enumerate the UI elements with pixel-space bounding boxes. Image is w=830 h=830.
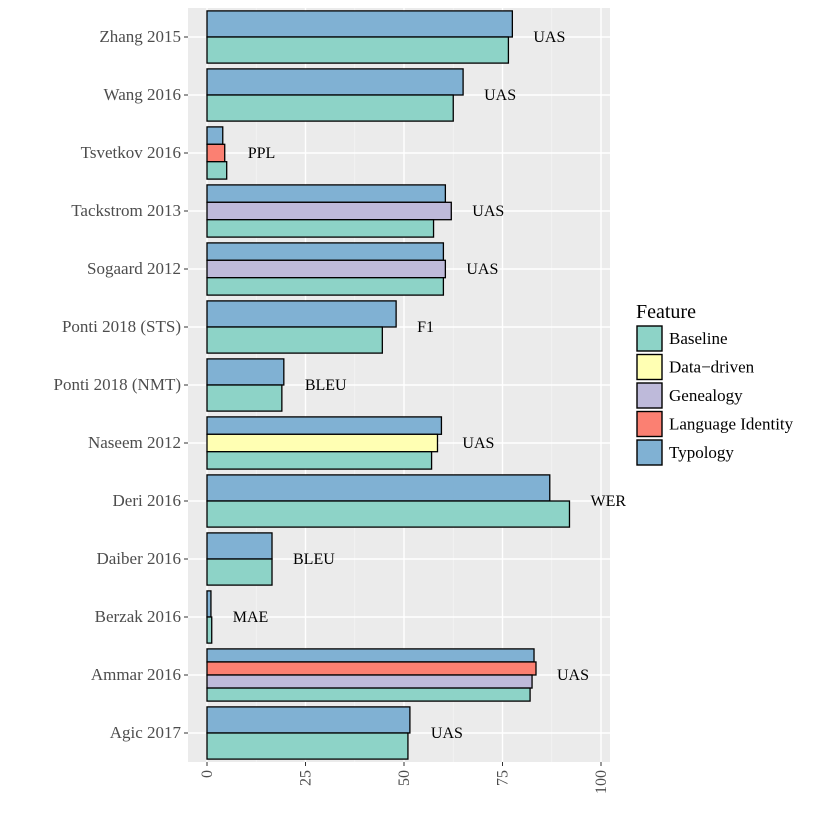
bar-genealogy (206, 201, 452, 221)
legend-key (636, 410, 663, 438)
bar-typology (206, 706, 411, 734)
bar-baseline (206, 500, 571, 528)
x-tick-label: 75 (495, 770, 512, 786)
bar-baseline (206, 558, 273, 586)
bar-typology (206, 10, 514, 38)
metric-label: BLEU (293, 551, 335, 568)
legend-key (636, 353, 663, 381)
bar-typology (206, 590, 212, 618)
metric-label: UAS (533, 29, 565, 46)
bar-baseline (206, 384, 283, 412)
legend-label: Baseline (669, 329, 728, 348)
bars: UAS UAS PPL UAS UAS F1 BLEU UAS WER BLEU MAE UAS UAS (206, 10, 626, 760)
y-tick-label: Daiber 2016 (96, 549, 181, 568)
bar-baseline (206, 326, 383, 354)
bar-typology (206, 474, 551, 502)
x-tick-label: 0 (199, 770, 216, 778)
bar-typology (206, 184, 447, 203)
bar-baseline (206, 277, 445, 296)
legend-key (636, 439, 663, 466)
y-tick-label: Ponti 2018 (STS) (62, 317, 181, 336)
y-tick-label: Sogaard 2012 (87, 259, 181, 278)
bar-genealogy (206, 259, 447, 279)
metric-label: MAE (233, 609, 269, 626)
metric-label: UAS (431, 725, 463, 742)
bar-baseline (206, 732, 409, 760)
y-tick-label: Berzak 2016 (95, 607, 181, 626)
y-axis: Zhang 2015 Wang 2016 Tsvetkov 2016 Tackstro… (54, 27, 188, 742)
metric-label: UAS (557, 667, 589, 684)
bar-baseline (206, 687, 531, 702)
bar-baseline (206, 616, 213, 644)
bar-baseline (206, 219, 435, 238)
bar-baseline (206, 36, 510, 64)
x-tick-label: 25 (298, 770, 315, 786)
y-tick-label: Zhang 2015 (99, 27, 181, 46)
bar-typology (206, 68, 464, 96)
metric-label: UAS (466, 261, 498, 278)
bar-typology (206, 242, 445, 261)
x-axis: 0 25 50 75 100 (199, 762, 610, 794)
bar-typology (206, 300, 397, 328)
metric-label: WER (590, 493, 626, 510)
metric-label: UAS (484, 87, 516, 104)
y-tick-label: Deri 2016 (113, 491, 181, 510)
y-tick-label: Ammar 2016 (91, 665, 181, 684)
legend-label: Genealogy (669, 386, 743, 405)
legend-key (636, 382, 663, 409)
bar-typology (206, 532, 273, 560)
x-tick-label: 100 (593, 770, 610, 794)
bar-language-identity (206, 661, 537, 676)
bar-baseline (206, 161, 228, 180)
legend-key (636, 325, 663, 352)
bar-baseline (206, 451, 433, 470)
legend-title: Feature (636, 301, 696, 323)
metric-label: F1 (417, 319, 434, 336)
legend-label: Data−driven (669, 358, 755, 377)
x-tick-label: 50 (396, 770, 413, 786)
y-tick-label: Ponti 2018 (NMT) (54, 375, 182, 394)
bar-typology (206, 648, 535, 663)
bar-data-driven (206, 433, 439, 453)
y-tick-label: Wang 2016 (104, 85, 181, 104)
metric-label: PPL (248, 145, 276, 162)
y-tick-label: Naseem 2012 (88, 433, 181, 452)
y-tick-label: Tsvetkov 2016 (81, 143, 181, 162)
metric-label: BLEU (305, 377, 347, 394)
legend: Feature Baseline Data−driven Genealogy Lang… (636, 301, 794, 466)
bar-typology (206, 126, 224, 145)
legend-label: Language Identity (669, 415, 794, 434)
y-tick-label: Tackstrom 2013 (71, 201, 181, 220)
bar-genealogy (206, 674, 533, 689)
metric-label: UAS (462, 435, 494, 452)
bar-language-identity (206, 143, 226, 163)
metric-label: UAS (472, 203, 504, 220)
y-tick-label: Agic 2017 (110, 723, 182, 742)
bar-typology (206, 358, 285, 386)
bar-baseline (206, 94, 454, 122)
legend-label: Typology (669, 443, 734, 462)
bar-typology (206, 416, 443, 435)
